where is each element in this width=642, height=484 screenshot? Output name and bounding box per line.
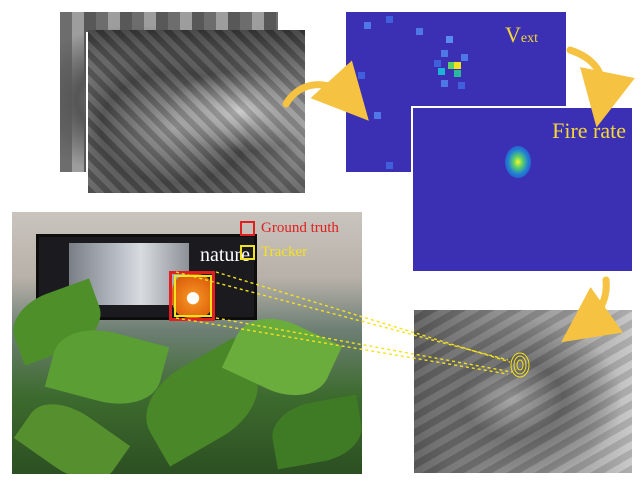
vext-label-main: V xyxy=(505,22,521,47)
fire-rate-label: Fire rate xyxy=(552,118,626,143)
vext-speckle xyxy=(434,60,441,67)
legend-tracker: Tracker xyxy=(240,244,307,261)
arrow-vext-to-fire xyxy=(566,46,635,128)
legend-tracker-swatch xyxy=(240,245,255,260)
vext-speckle xyxy=(438,68,445,75)
vext-speckle xyxy=(374,112,381,119)
vext-speckle xyxy=(446,36,453,43)
vext-speckle xyxy=(386,162,393,169)
legend-ground-truth-swatch xyxy=(240,221,255,236)
legend-ground-truth: Ground truth xyxy=(240,220,339,237)
legend-tracker-label: Tracker xyxy=(261,244,308,260)
fire-rate-peak xyxy=(505,146,531,178)
leaf xyxy=(267,394,362,470)
vext-speckle xyxy=(448,62,455,69)
vext-speckle xyxy=(441,50,448,57)
fire-rate-heatmap: Fire rate xyxy=(413,108,632,271)
tracker-box xyxy=(174,275,212,317)
monitor-text: nature xyxy=(200,244,250,266)
vext-speckle xyxy=(461,54,468,61)
result-frame xyxy=(414,310,632,473)
vext-speckle xyxy=(386,16,393,23)
vext-speckle xyxy=(416,28,423,35)
vext-speckle xyxy=(364,22,371,29)
vext-label: Vext xyxy=(505,22,538,48)
vext-speckle xyxy=(458,82,465,89)
vext-label-sub: ext xyxy=(520,31,538,46)
input-frame-front xyxy=(88,30,305,193)
scene-photo: nature xyxy=(12,212,362,474)
vext-speckle xyxy=(454,70,461,77)
vext-speckle xyxy=(358,72,365,79)
vext-speckle xyxy=(441,80,448,87)
legend-ground-truth-label: Ground truth xyxy=(261,220,339,236)
vext-speckle xyxy=(454,62,461,69)
